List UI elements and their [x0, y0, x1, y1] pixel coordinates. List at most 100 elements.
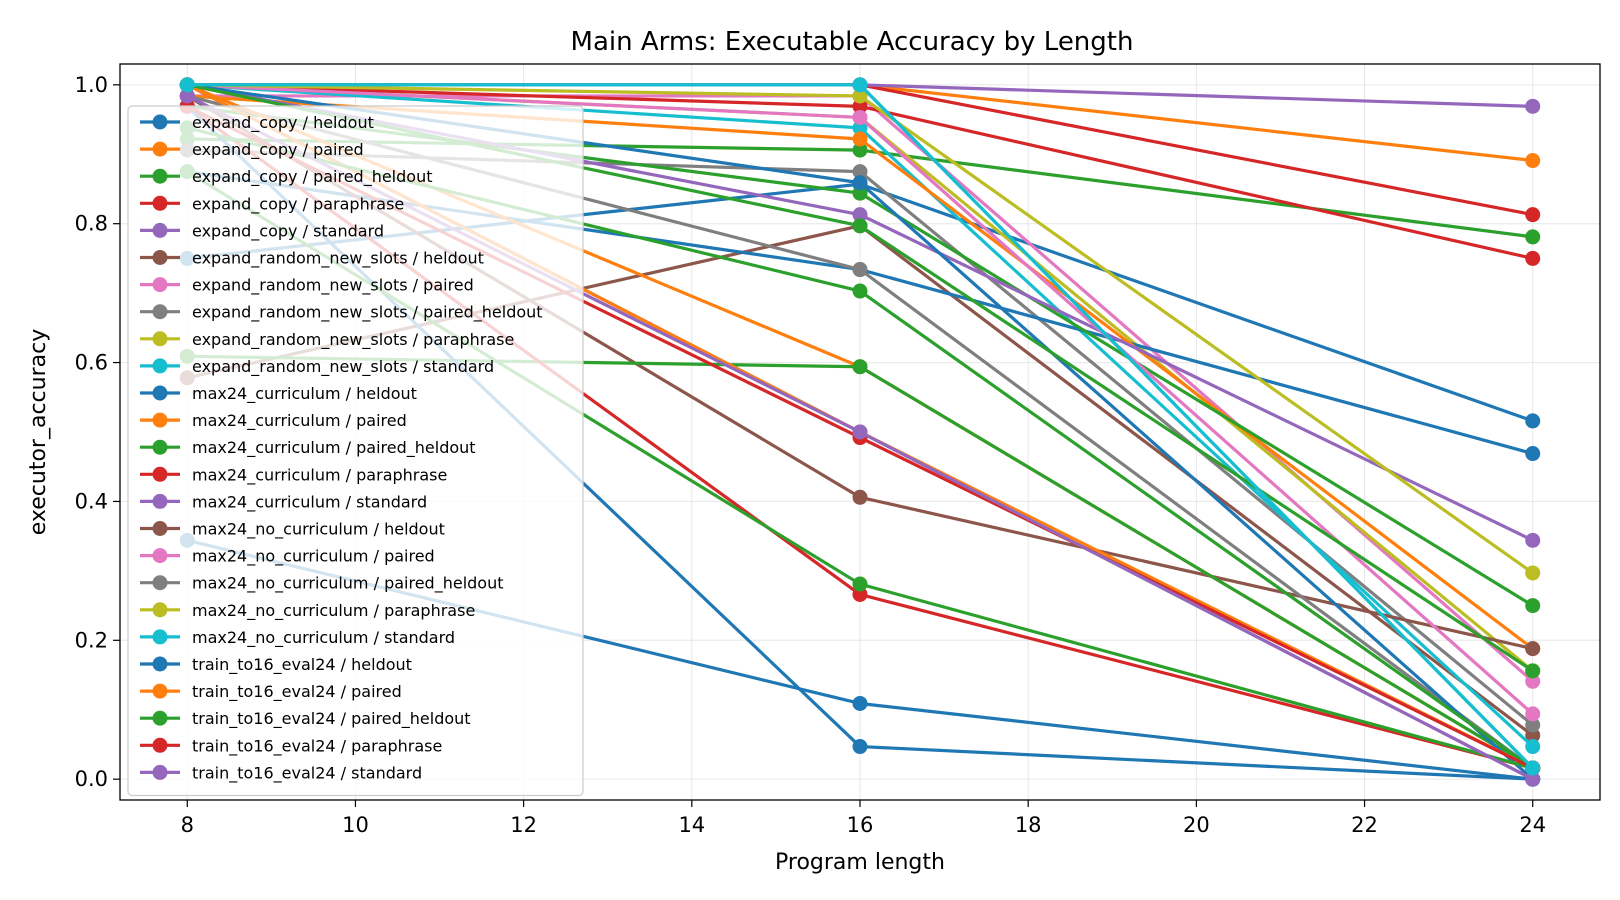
legend-marker [152, 629, 168, 645]
y-axis-label: executor_accuracy [26, 329, 51, 535]
data-point [1525, 153, 1541, 169]
x-tick-label: 22 [1351, 813, 1378, 837]
legend-label: expand_copy / standard [192, 221, 384, 241]
legend-item: max24_no_curriculum / heldout [140, 520, 445, 540]
legend-label: max24_no_curriculum / paraphrase [192, 601, 475, 621]
legend-item: expand_random_new_slots / paired_heldout [140, 303, 543, 323]
data-point [179, 77, 195, 93]
legend-label: max24_curriculum / paired [192, 411, 407, 431]
data-point [852, 359, 868, 375]
legend-label: max24_no_curriculum / standard [192, 628, 455, 648]
legend-marker [152, 439, 168, 455]
legend-item: train_to16_eval24 / heldout [140, 655, 412, 675]
x-tick-label: 8 [181, 813, 194, 837]
y-tick-label: 0.0 [75, 767, 108, 791]
data-point [1525, 673, 1541, 689]
data-point [852, 207, 868, 223]
x-tick-label: 12 [510, 813, 537, 837]
data-point [852, 98, 868, 114]
legend-marker [152, 250, 168, 265]
legend-marker [152, 548, 168, 564]
data-point [1525, 598, 1541, 614]
legend-label: max24_no_curriculum / heldout [192, 520, 445, 540]
y-tick-label: 0.6 [75, 351, 108, 375]
legend-marker [152, 412, 168, 428]
legend-label: train_to16_eval24 / paired_heldout [192, 709, 471, 729]
data-point [852, 131, 868, 147]
legend-item: max24_curriculum / paired [140, 411, 407, 431]
data-point [852, 586, 868, 602]
data-point [1525, 207, 1541, 223]
legend-label: expand_copy / paraphrase [192, 194, 404, 214]
legend-marker [152, 737, 168, 753]
legend-item: train_to16_eval24 / paired_heldout [140, 709, 471, 729]
data-point [1525, 641, 1541, 657]
legend-marker [152, 602, 168, 618]
legend-item: max24_curriculum / heldout [140, 384, 417, 404]
legend-label: train_to16_eval24 / paired [192, 682, 402, 702]
series-33 [179, 77, 1541, 776]
legend-marker [152, 168, 168, 184]
y-tick-label: 0.4 [75, 489, 108, 513]
data-point [852, 142, 868, 158]
data-point [852, 109, 868, 125]
legend-item: max24_curriculum / standard [140, 492, 427, 512]
chart-title: Main Arms: Executable Accuracy by Length [571, 27, 1134, 57]
data-point [852, 120, 868, 136]
data-point [1525, 413, 1541, 429]
legend-label: train_to16_eval24 / paraphrase [192, 736, 442, 756]
legend-label: expand_random_new_slots / paired_heldout [192, 303, 543, 323]
data-point [852, 262, 868, 278]
legend-item: expand_copy / paired_heldout [140, 167, 432, 187]
legend-label: max24_curriculum / standard [192, 492, 427, 512]
legend-marker [152, 114, 168, 130]
legend-item: max24_no_curriculum / paired_heldout [140, 574, 504, 594]
data-point [179, 88, 195, 104]
legend-marker [152, 710, 168, 726]
y-tick-label: 1.0 [75, 73, 108, 97]
legend-item: max24_curriculum / paired_heldout [140, 438, 476, 458]
data-point [1525, 532, 1541, 548]
legend-marker [152, 141, 168, 157]
y-axis-ticks: 0.0 0.2 0.4 0.6 0.8 1.0 [75, 73, 120, 791]
legend-label: expand_random_new_slots / heldout [192, 249, 484, 269]
data-point [1525, 739, 1541, 755]
legend-item: expand_copy / paraphrase [140, 194, 404, 214]
legend-marker [152, 521, 168, 536]
legend-item: max24_no_curriculum / standard [140, 628, 455, 648]
data-point [852, 695, 868, 711]
data-point [852, 218, 868, 234]
legend-marker [152, 277, 168, 293]
legend-marker [152, 331, 168, 347]
legend-item: max24_no_curriculum / paired [140, 547, 435, 567]
legend-label: expand_random_new_slots / standard [192, 357, 494, 377]
legend-label: train_to16_eval24 / standard [192, 763, 422, 783]
data-point [1525, 250, 1541, 266]
data-point [852, 489, 868, 505]
data-point [1525, 565, 1541, 581]
legend-item: expand_copy / heldout [140, 113, 374, 133]
legend-marker [152, 493, 168, 509]
legend-marker [152, 195, 168, 211]
x-axis-label: Program length [775, 850, 945, 875]
legend-label: max24_curriculum / paired_heldout [192, 438, 476, 458]
legend-item: max24_no_curriculum / paraphrase [140, 601, 475, 621]
legend-label: expand_random_new_slots / paraphrase [192, 330, 514, 350]
legend-box [127, 105, 584, 797]
legend-marker [152, 683, 168, 699]
data-point [1525, 717, 1541, 733]
data-point [1525, 98, 1541, 114]
legend: expand_copy / heldout expand_copy / paire… [127, 105, 584, 797]
legend-label: train_to16_eval24 / heldout [192, 655, 412, 675]
data-point [1525, 663, 1541, 679]
legend-item: train_to16_eval24 / paired [140, 682, 402, 702]
legend-marker [152, 385, 168, 401]
data-point [1525, 727, 1541, 743]
x-tick-label: 16 [847, 813, 874, 837]
legend-marker [152, 764, 168, 780]
legend-marker [152, 304, 168, 320]
legend-label: expand_random_new_slots / paired [192, 276, 474, 296]
x-tick-label: 24 [1519, 813, 1546, 837]
data-point [1525, 706, 1541, 722]
data-point [852, 77, 868, 93]
